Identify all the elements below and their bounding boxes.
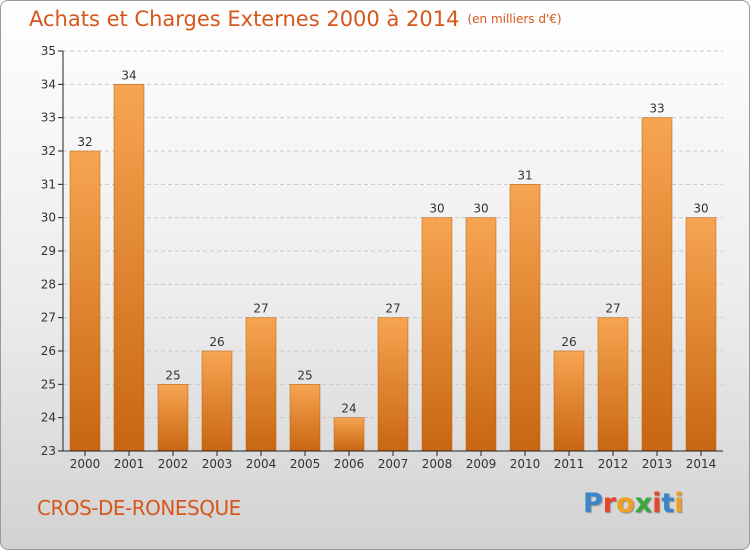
y-tick-label: 29 — [41, 244, 56, 258]
y-tick-label: 33 — [41, 111, 56, 125]
bar — [465, 217, 497, 452]
x-tick-label: 2007 — [378, 457, 409, 471]
y-tick-label: 26 — [41, 344, 56, 358]
data-label: 27 — [385, 302, 400, 316]
data-label: 26 — [209, 335, 224, 349]
axis-layer: 23 24 25 26 27 28 29 30 31 32 33 34 35 2000 2001 2002 20… — [41, 44, 723, 471]
bar-layer: 32 34 25 26 27 25 24 27 30 30 31 26 27 33 30 — [69, 68, 717, 452]
data-label: 25 — [297, 368, 312, 382]
logo-letter: x — [634, 488, 653, 519]
bar — [113, 84, 145, 452]
x-tick-label: 2003 — [202, 457, 233, 471]
logo-letter: P — [583, 488, 603, 519]
bar — [597, 317, 629, 452]
data-label: 24 — [341, 402, 356, 416]
x-tick-label: 2008 — [422, 457, 453, 471]
x-tick-label: 2001 — [114, 457, 145, 471]
logo-letter: i — [652, 488, 662, 519]
chart-title: Achats et Charges Externes 2000 à 2014 (e… — [29, 7, 562, 31]
bar — [333, 417, 365, 452]
data-label: 25 — [165, 368, 180, 382]
data-label: 30 — [473, 202, 488, 216]
y-tick-label: 30 — [41, 211, 56, 225]
proxiti-logo[interactable]: Proxiti — [583, 488, 684, 519]
data-label: 30 — [429, 202, 444, 216]
y-tick-label: 27 — [41, 311, 56, 325]
x-tick-label: 2010 — [510, 457, 541, 471]
x-tick-label: 2009 — [466, 457, 497, 471]
bar — [201, 350, 233, 452]
bar — [641, 117, 673, 452]
data-label: 34 — [121, 68, 136, 82]
chart-subtitle: (en milliers d'€) — [467, 12, 562, 26]
y-tick-label: 32 — [41, 144, 56, 158]
y-tick-label: 34 — [41, 77, 56, 91]
bar — [685, 217, 717, 452]
data-label: 32 — [77, 135, 92, 149]
bar — [69, 150, 101, 452]
bar — [377, 317, 409, 452]
data-label: 26 — [561, 335, 576, 349]
x-tick-label: 2013 — [642, 457, 673, 471]
y-tick-label: 24 — [41, 411, 56, 425]
y-tick-label: 25 — [41, 377, 56, 391]
bar — [289, 384, 321, 452]
data-label: 31 — [517, 168, 532, 182]
y-tick-label: 35 — [41, 44, 56, 58]
x-tick-label: 2014 — [686, 457, 717, 471]
chart-title-text: Achats et Charges Externes 2000 à 2014 — [29, 7, 460, 31]
bar — [421, 217, 453, 452]
x-tick-label: 2011 — [554, 457, 585, 471]
x-tick-label: 2002 — [158, 457, 189, 471]
commune-name: CROS-DE-RONESQUE — [37, 496, 241, 520]
bar — [553, 350, 585, 452]
logo-letter: i — [674, 488, 684, 519]
data-label: 27 — [253, 302, 268, 316]
logo-letter: t — [661, 488, 675, 519]
x-tick-label: 2004 — [246, 457, 277, 471]
y-tick-label: 31 — [41, 177, 56, 191]
x-tick-label: 2005 — [290, 457, 321, 471]
data-label: 33 — [649, 102, 664, 116]
data-label: 30 — [693, 202, 708, 216]
logo-letter: r — [602, 488, 617, 519]
y-tick-label: 28 — [41, 277, 56, 291]
bar — [245, 317, 277, 452]
bar — [157, 384, 189, 452]
x-tick-label: 2000 — [70, 457, 101, 471]
y-tick-label: 23 — [41, 444, 56, 458]
x-tick-label: 2006 — [334, 457, 365, 471]
x-tick-label: 2012 — [598, 457, 629, 471]
logo-letter: o — [616, 488, 635, 519]
bar — [509, 184, 541, 452]
data-label: 27 — [605, 302, 620, 316]
